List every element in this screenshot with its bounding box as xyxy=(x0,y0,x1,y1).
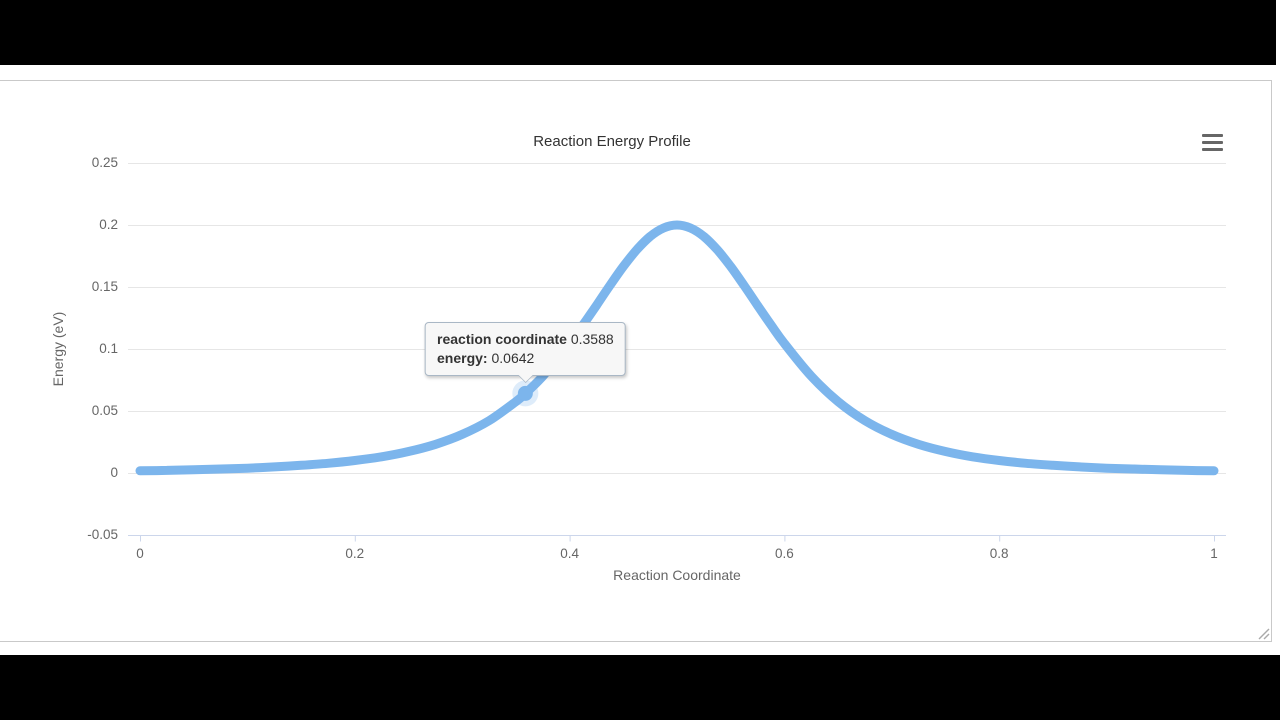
x-axis-tick-label: 0.8 xyxy=(989,546,1009,561)
chart-context-menu-button[interactable] xyxy=(1202,134,1223,151)
chart-plot xyxy=(128,163,1226,542)
x-axis-tick-label: 0.4 xyxy=(560,546,579,561)
hamburger-icon xyxy=(1202,134,1223,137)
letterbox-bottom xyxy=(0,655,1280,720)
y-axis-tick-label: 0.1 xyxy=(99,341,118,356)
hamburger-icon xyxy=(1202,148,1223,151)
tooltip-line-1: reaction coordinate 0.3588 xyxy=(437,330,614,349)
chart-tooltip: reaction coordinate 0.3588 energy: 0.064… xyxy=(425,322,626,384)
x-axis-tick-label: 1 xyxy=(1210,546,1218,561)
x-axis-title: Reaction Coordinate xyxy=(613,567,741,583)
hamburger-icon xyxy=(1202,141,1223,144)
y-axis-tick-label: 0.25 xyxy=(91,155,118,170)
y-axis-tick-label: 0 xyxy=(110,465,118,480)
x-axis-tick-label: 0.6 xyxy=(775,546,794,561)
hovered-point-marker[interactable] xyxy=(517,385,533,401)
y-axis-tick-label: -0.05 xyxy=(87,527,118,542)
y-axis-tick-label: 0.2 xyxy=(99,217,118,232)
x-axis-tick-label: 0 xyxy=(136,546,144,561)
tooltip-label: energy: xyxy=(437,350,488,367)
resize-grip-icon[interactable] xyxy=(1256,626,1270,640)
chart-card: Reaction Energy Profile Energy (eV) Reac… xyxy=(0,80,1272,642)
tooltip-line-2: energy: 0.0642 xyxy=(437,349,614,368)
y-axis-tick-label: 0.05 xyxy=(91,403,118,418)
tooltip-label: reaction coordinate xyxy=(437,331,567,348)
page-edge-strip xyxy=(1276,0,1280,65)
letterbox-top xyxy=(0,0,1280,65)
chart-title: Reaction Energy Profile xyxy=(533,133,691,150)
tooltip-value: 0.3588 xyxy=(570,331,614,348)
tooltip-value: 0.0642 xyxy=(491,350,535,367)
x-axis-tick-label: 0.2 xyxy=(345,546,365,561)
y-axis-tick-label: 0.15 xyxy=(91,279,118,294)
energy-series-line[interactable] xyxy=(135,220,1219,476)
